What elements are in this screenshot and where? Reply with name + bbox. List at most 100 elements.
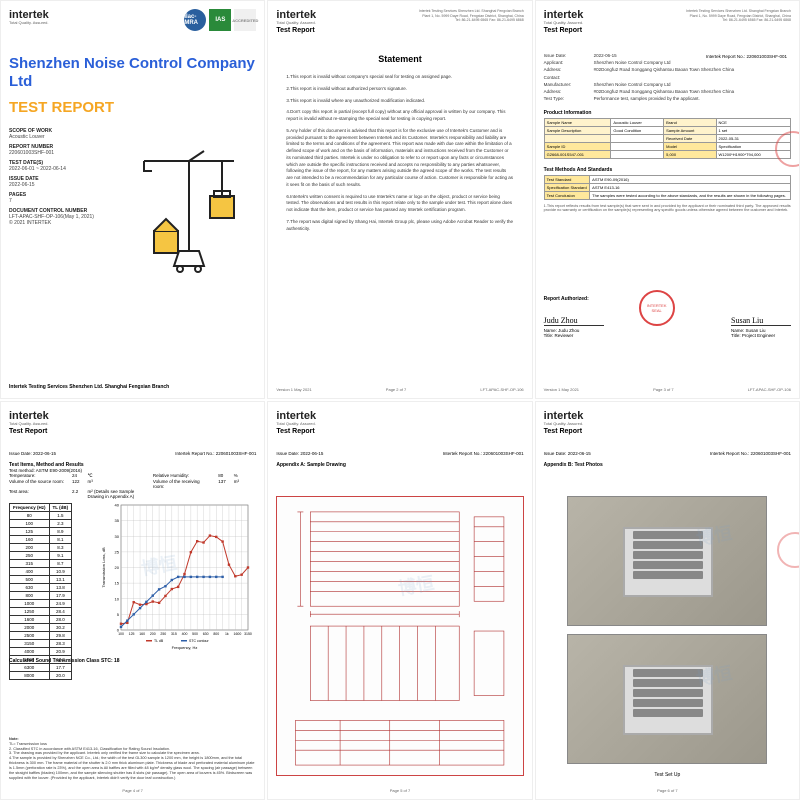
- page-1: intertek Total Quality. Assured. ilac-MR…: [0, 0, 265, 399]
- header-address: Intertek Testing Services Shenzhen Ltd. …: [686, 9, 791, 23]
- page-footer: Page 5 of 7: [276, 788, 523, 793]
- report-label: TEST REPORT: [9, 99, 256, 116]
- logo-sub: Total Quality. Assured.: [544, 421, 791, 426]
- svg-text:200: 200: [150, 632, 156, 636]
- page-footer: Page 6 of 7: [544, 788, 791, 793]
- svg-text:630: 630: [203, 632, 209, 636]
- sample-drawing: [276, 496, 523, 776]
- accredited-badge: ACCREDITED: [234, 9, 256, 31]
- svg-text:250: 250: [160, 632, 166, 636]
- svg-text:35: 35: [115, 518, 120, 523]
- info-row: Address:#02Dongfu2 Road Songgang Qishant…: [544, 88, 791, 95]
- svg-text:Frequency, Hz: Frequency, Hz: [172, 645, 198, 650]
- footer-right: LFT-APAC-SHF-OP-106: [480, 387, 523, 392]
- footer-left: Version 1 May 2021: [276, 387, 311, 392]
- statement-para: 7.The report was digital signed by Shang…: [286, 219, 513, 233]
- report-no: Intertek Report No.: 220601003SHF-001: [706, 54, 787, 59]
- svg-text:3150: 3150: [244, 632, 252, 636]
- header-address: Intertek Testing Services Shenzhen Ltd. …: [419, 9, 524, 23]
- page-3: intertek Total Quality. Assured. Interte…: [535, 0, 800, 399]
- page-6: intertek Total Quality. Assured. Test Re…: [535, 401, 800, 800]
- svg-text:500: 500: [192, 632, 198, 636]
- page-title: Test Report: [276, 428, 523, 435]
- disclaimer: 1.This report reflects results from test…: [544, 204, 791, 212]
- svg-text:15: 15: [115, 581, 120, 586]
- statement-body: 1.This report is invalid without company…: [276, 74, 523, 232]
- page-footer: Version 1 May 2021 Page 2 of 7 LFT-APAC-…: [276, 387, 523, 392]
- statement-para: 5.Any holder of this document is advised…: [286, 128, 513, 189]
- svg-text:160: 160: [139, 632, 145, 636]
- scope-value: Acoustic Louver: [9, 134, 256, 140]
- company-title: Shenzhen Noise Control Company Ltd: [9, 55, 256, 91]
- page-title: Test Report: [276, 27, 523, 34]
- svg-text:100: 100: [118, 632, 124, 636]
- page-title: Test Report: [544, 428, 791, 435]
- svg-text:800: 800: [213, 632, 219, 636]
- svg-text:5: 5: [117, 612, 120, 617]
- notes: Note: TL= Transmission loss2. Classified…: [9, 737, 256, 781]
- info-row: Manufacturer:Shenzhen Noise Control Comp…: [544, 81, 791, 88]
- page-2: intertek Total Quality. Assured. Interte…: [267, 0, 532, 399]
- svg-text:1k: 1k: [225, 632, 229, 636]
- svg-text:125: 125: [129, 632, 135, 636]
- statement-title: Statement: [276, 54, 523, 64]
- prodinfo-label: Product Information: [544, 110, 791, 116]
- info-row: Address:#02Dongfu2 Road Songgang Qishant…: [544, 66, 791, 73]
- p4-meta: Issue Date: 2022-06-15 Intertek Report N…: [9, 451, 256, 456]
- p1-footer: Intertek Testing Services Shenzhen Ltd. …: [9, 384, 169, 390]
- svg-text:400: 400: [182, 632, 188, 636]
- freq-table: Frequency (Hz)TL (dB)801.51002.31258.916…: [9, 503, 72, 680]
- sig-2: Susan Liu Name: Susan Liu Title: Project…: [731, 316, 791, 338]
- svg-text:10: 10: [115, 596, 120, 601]
- signature-area: Report Authorized: Judu Zhou Name: Judu …: [544, 296, 791, 338]
- stamp-icon: INTERTEKSEAL: [639, 290, 675, 326]
- info-row: Test Type:Performance test, samples prov…: [544, 95, 791, 102]
- photo-1: [567, 496, 767, 626]
- page-title: Test Report: [9, 428, 256, 435]
- svg-text:1600: 1600: [234, 632, 242, 636]
- page-title: Test Report: [544, 27, 791, 34]
- p5-meta: Issue Date: 2022-06-15 Intertek Report N…: [276, 451, 523, 456]
- photo-caption: Test Set Up: [654, 772, 680, 778]
- svg-text:STC contour: STC contour: [189, 639, 209, 643]
- stc-label: Calculated Sound Transmission Class STC:…: [9, 658, 120, 664]
- svg-text:315: 315: [171, 632, 177, 636]
- info-rows: Issue Date:2022-06-15Applicant:Shenzhen …: [544, 52, 791, 102]
- svg-text:40: 40: [115, 503, 120, 508]
- methods-table: Test StandardASTM E90-09(2016)Specificat…: [544, 175, 791, 200]
- svg-text:20: 20: [115, 565, 120, 570]
- svg-text:Transmission Loss, dB: Transmission Loss, dB: [101, 547, 106, 588]
- page-5: intertek Total Quality. Assured. Test Re…: [267, 401, 532, 800]
- statement-para: 2.This report is invalid without authori…: [286, 86, 513, 93]
- prodinfo-table: Sample NameAcoustic LouverBrandNCESample…: [544, 118, 791, 159]
- ias-badge: IAS: [209, 9, 231, 31]
- ilac-badge: ilac-MRA: [184, 9, 206, 31]
- logo-sub: Total Quality. Assured.: [9, 421, 256, 426]
- page-footer: Page 4 of 7: [9, 788, 256, 793]
- statement-para: 4.Don't copy this report in partial (exc…: [286, 109, 513, 123]
- svg-text:25: 25: [115, 549, 120, 554]
- badge-row: ilac-MRA IAS ACCREDITED: [184, 9, 256, 31]
- p6-meta: Issue Date: 2022-06-15 Intertek Report N…: [544, 451, 791, 456]
- methods-label: Test Methods And Standards: [544, 167, 791, 173]
- appendix-title: Appendix B: Test Photos: [544, 462, 791, 468]
- crane-icon: [134, 141, 244, 281]
- appendix-title: Appendix A: Sample Drawing: [276, 462, 523, 468]
- sig-1: Judu Zhou Name: Judu Zhou Title: Reviewe…: [544, 316, 604, 338]
- info-row: Contact:: [544, 74, 791, 81]
- photos: Test Set Up: [544, 496, 791, 778]
- statement-para: 3.This report is invalid where any unaut…: [286, 98, 513, 105]
- photo-2: [567, 634, 767, 764]
- footer-center: Page 2 of 7: [386, 387, 406, 392]
- side-stamp-icon: [775, 131, 800, 167]
- svg-text:TL dB: TL dB: [154, 639, 164, 643]
- statement-para: 1.This report is invalid without company…: [286, 74, 513, 81]
- svg-text:30: 30: [115, 534, 120, 539]
- page-footer: Version 1 May 2021 Page 3 of 7 LFT-APAC-…: [544, 387, 791, 392]
- logo-sub: Total Quality. Assured.: [276, 421, 523, 426]
- info-row: Applicant:Shenzhen Noise Control Company…: [544, 59, 791, 66]
- page-4: intertek Total Quality. Assured. Test Re…: [0, 401, 265, 800]
- env-grid: Temperature:24℃Relative Humidity:80%Volu…: [9, 473, 239, 499]
- statement-para: 6.Intertek's written consent is required…: [286, 194, 513, 214]
- tl-chart: 0510152025303540100125160200250315400500…: [99, 497, 254, 652]
